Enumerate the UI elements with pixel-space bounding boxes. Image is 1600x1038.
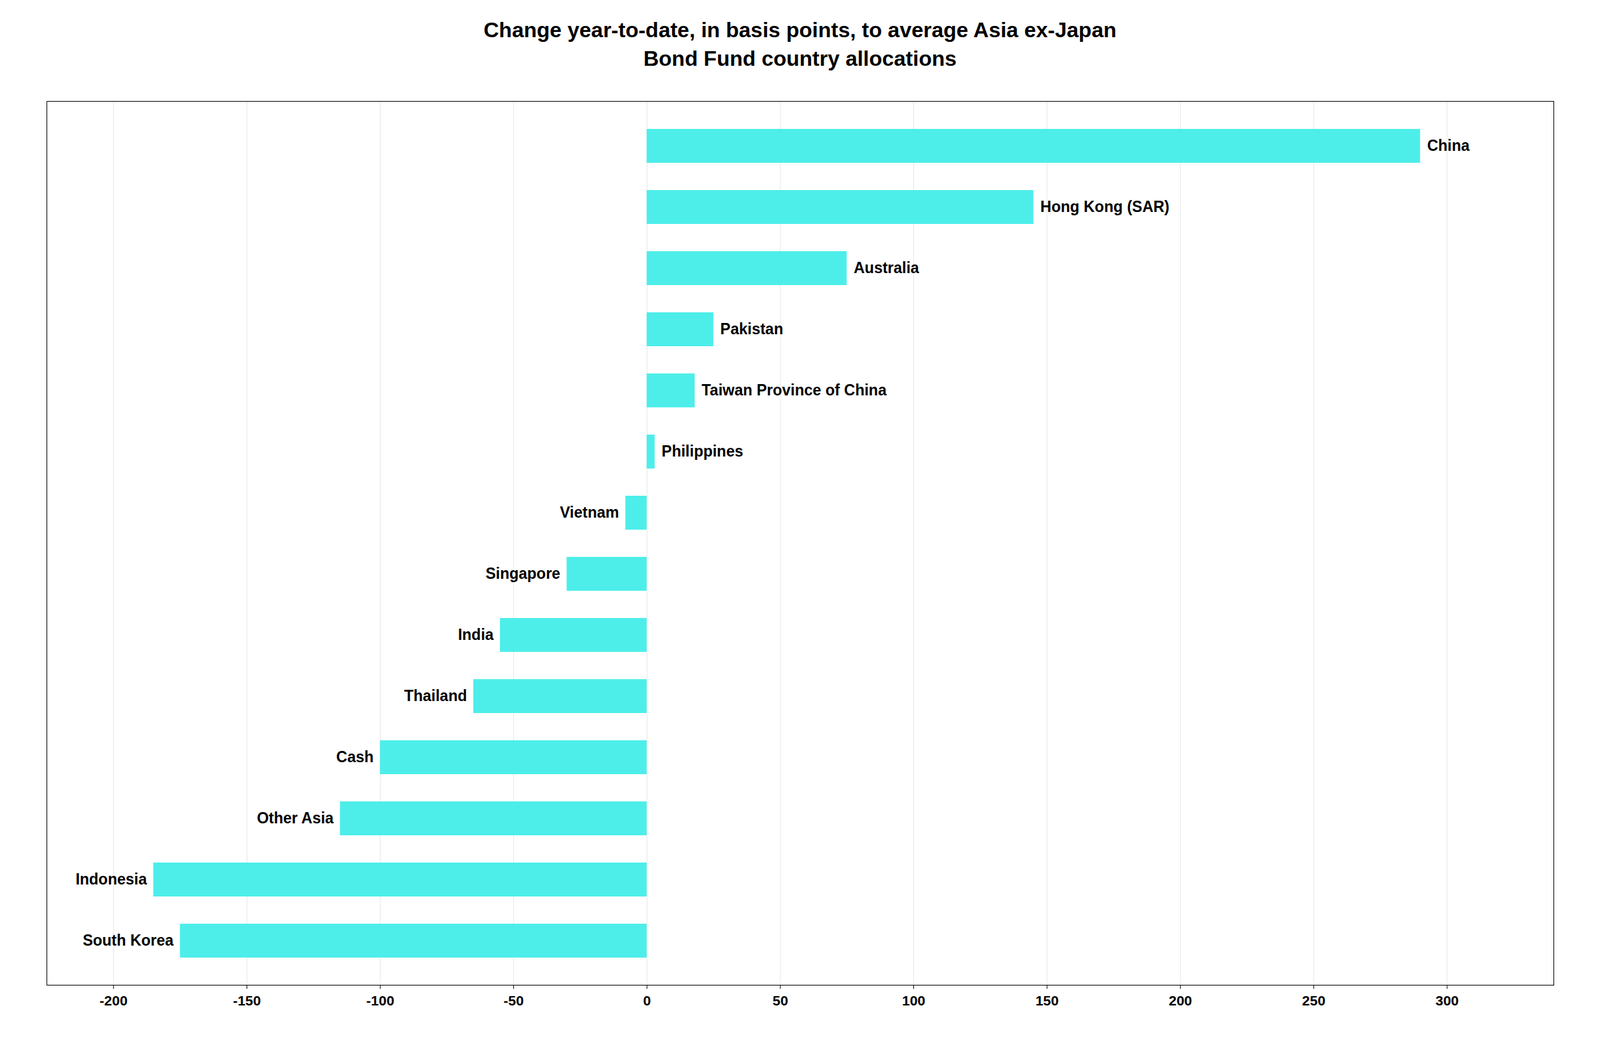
svg-text:India: India [457, 626, 494, 645]
svg-text:Australia: Australia [853, 259, 920, 278]
svg-text:250: 250 [1302, 993, 1326, 1010]
svg-text:Cash: Cash [336, 749, 374, 767]
svg-text:-100: -100 [366, 993, 395, 1010]
svg-text:Philippines: Philippines [661, 443, 744, 461]
svg-text:Pakistan: Pakistan [720, 321, 784, 339]
svg-text:50: 50 [772, 993, 788, 1010]
svg-text:100: 100 [902, 993, 926, 1010]
svg-text:150: 150 [1035, 993, 1059, 1010]
svg-text:Taiwan Province of China: Taiwan Province of China [701, 382, 887, 400]
svg-text:0: 0 [642, 993, 651, 1010]
svg-text:-150: -150 [232, 993, 261, 1010]
svg-text:-50: -50 [503, 993, 524, 1010]
svg-text:Thailand: Thailand [404, 687, 468, 706]
svg-text:300: 300 [1435, 993, 1459, 1010]
svg-text:China: China [1427, 137, 1470, 155]
svg-text:Indonesia: Indonesia [75, 871, 148, 889]
svg-text:South Korea: South Korea [82, 932, 174, 950]
svg-text:Hong Kong (SAR): Hong Kong (SAR) [1040, 198, 1170, 217]
svg-text:Singapore: Singapore [485, 565, 560, 583]
svg-text:-200: -200 [99, 993, 128, 1010]
html-text:Change year-to-date, in basis: Change year-to-date, in basis points, to… [483, 17, 1117, 71]
svg-text:Other Asia: Other Asia [256, 810, 334, 828]
svg-text:Vietnam: Vietnam [559, 504, 619, 522]
svg-text:200: 200 [1168, 993, 1192, 1010]
